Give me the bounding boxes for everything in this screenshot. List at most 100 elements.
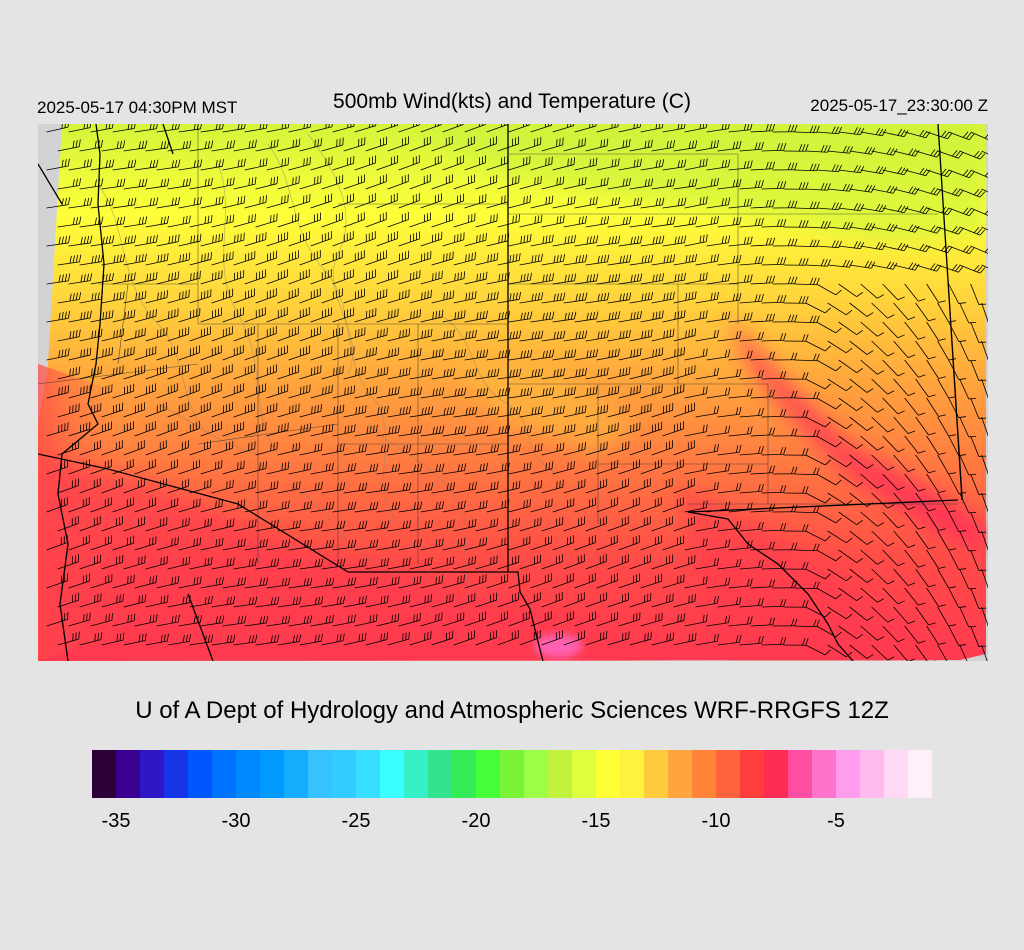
wind-barb	[970, 131, 988, 142]
wind-barb	[90, 459, 112, 475]
wind-barb	[827, 378, 853, 392]
wind-barb	[420, 270, 443, 285]
wind-barb	[200, 498, 223, 513]
wind-barb	[134, 346, 157, 361]
wind-barb	[354, 385, 378, 399]
wind-barb	[596, 611, 619, 627]
wind-barb	[145, 633, 169, 646]
wind-barb	[750, 313, 776, 323]
wind-barb	[112, 459, 134, 475]
wind-barb	[827, 606, 853, 620]
colorbar-swatch	[572, 750, 596, 798]
wind-barb	[145, 140, 170, 152]
wind-barb	[486, 155, 509, 171]
wind-barb	[552, 386, 576, 399]
wind-barb	[211, 479, 234, 494]
wind-barb	[959, 492, 977, 514]
wind-barb	[827, 340, 853, 354]
wind-barb	[299, 596, 324, 608]
wind-barb	[640, 273, 665, 285]
wind-barb	[585, 478, 608, 494]
wind-barb	[508, 573, 530, 589]
wind-barb	[629, 178, 654, 190]
wind-barb	[288, 345, 311, 361]
wind-barb	[68, 197, 93, 209]
wind-barb	[387, 212, 409, 228]
wind-barb	[431, 630, 454, 646]
wind-barb	[948, 207, 975, 217]
wind-barb	[420, 612, 443, 627]
wind-barb	[134, 383, 156, 399]
wind-barb	[464, 425, 489, 437]
wind-barb	[750, 503, 776, 513]
wind-barb	[783, 334, 809, 342]
wind-barb	[244, 269, 266, 285]
wind-barb	[970, 359, 987, 381]
wind-barb	[607, 177, 631, 190]
wind-barb	[343, 366, 367, 380]
wind-barb	[475, 444, 500, 456]
wind-barb	[354, 346, 377, 361]
wind-barb	[244, 615, 269, 627]
wind-barb	[761, 409, 787, 418]
wind-barb	[68, 535, 90, 551]
wind-barb	[497, 517, 520, 532]
wind-barb	[827, 454, 853, 468]
wind-barb	[904, 625, 926, 644]
wind-barb	[189, 402, 211, 418]
colorbar-swatch	[620, 750, 644, 798]
wind-barb	[970, 283, 987, 305]
wind-barb	[57, 592, 80, 608]
wind-barb	[596, 158, 620, 171]
wind-barb	[453, 290, 477, 304]
wind-barb	[750, 541, 776, 551]
wind-barb	[904, 549, 926, 568]
wind-barb	[684, 386, 708, 399]
wind-barb	[948, 169, 975, 179]
wind-barb	[420, 309, 444, 323]
colorbar-swatch	[332, 750, 356, 798]
wind-barb	[882, 435, 905, 453]
wind-barb	[409, 174, 431, 190]
wind-barb	[475, 136, 497, 152]
wind-barb	[937, 378, 957, 399]
wind-barb	[156, 271, 180, 285]
colorbar-tick-label: -15	[581, 810, 611, 832]
wind-barb	[398, 124, 420, 133]
wind-barb	[233, 326, 255, 342]
wind-barb	[871, 530, 895, 547]
wind-barb	[585, 292, 610, 304]
wind-barb	[684, 614, 708, 627]
wind-barb	[68, 310, 92, 323]
wind-barb	[893, 224, 920, 233]
wind-barb	[684, 538, 708, 551]
wind-barb	[420, 231, 443, 247]
wind-barb	[156, 345, 179, 361]
wind-barb	[552, 460, 575, 475]
wind-barb	[662, 124, 686, 133]
wind-barb	[552, 611, 574, 627]
wind-barb	[893, 340, 916, 358]
wind-barb	[398, 193, 420, 209]
wind-barb	[552, 157, 576, 171]
wind-barb	[926, 473, 946, 493]
wind-barb	[552, 535, 574, 551]
wind-barb	[926, 587, 946, 607]
wind-barb	[805, 606, 831, 618]
wind-barb	[541, 592, 563, 608]
wind-barb	[508, 498, 531, 513]
wind-barb	[497, 592, 519, 608]
wind-barb	[530, 195, 554, 209]
wind-barb	[123, 216, 148, 228]
wind-barb	[288, 384, 311, 399]
wind-barb	[794, 505, 820, 514]
wind-barb	[156, 308, 179, 323]
wind-barb	[563, 215, 587, 228]
wind-barb	[233, 364, 255, 380]
wind-barb	[805, 340, 831, 352]
wind-barb	[959, 568, 977, 590]
wind-barb	[728, 198, 753, 209]
wind-barb	[651, 254, 676, 266]
wind-barb	[937, 302, 957, 323]
wind-barb	[101, 593, 124, 608]
